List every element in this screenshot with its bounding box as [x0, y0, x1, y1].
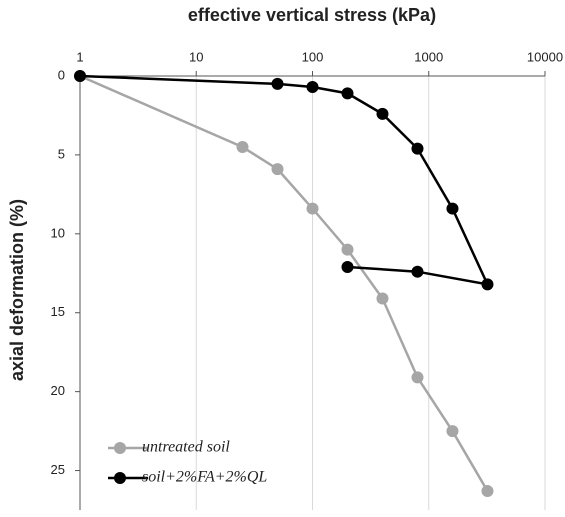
x-tick-label: 10 — [189, 49, 203, 64]
data-point — [376, 292, 389, 305]
legend-marker — [114, 442, 126, 454]
legend-marker — [114, 472, 126, 484]
data-point — [236, 141, 249, 154]
data-point — [271, 163, 284, 176]
data-point — [271, 77, 284, 90]
data-point — [306, 81, 319, 94]
data-point — [446, 202, 459, 215]
data-point — [341, 260, 354, 273]
series-line — [79, 74, 490, 286]
data-point — [341, 243, 354, 256]
series-line — [79, 74, 489, 492]
legend-label: soil+2%FA+2%QL — [142, 469, 267, 486]
y-tick-label: 0 — [58, 67, 65, 82]
y-axis-label: axial deformation (%) — [7, 199, 27, 381]
y-tick-label: 10 — [51, 225, 65, 240]
y-tick-label: 15 — [51, 304, 65, 319]
x-tick-label: 10000 — [527, 49, 563, 64]
data-point — [481, 485, 494, 498]
data-point — [446, 425, 459, 438]
data-point — [411, 265, 424, 278]
y-tick-label: 5 — [58, 146, 65, 161]
chart-title: effective vertical stress (kPa) — [188, 5, 436, 25]
y-tick-label: 25 — [51, 462, 65, 477]
x-tick-label: 100 — [302, 49, 324, 64]
y-tick-label: 20 — [51, 383, 65, 398]
x-tick-label: 1000 — [414, 49, 443, 64]
data-point — [481, 278, 494, 291]
data-point — [411, 371, 424, 384]
data-point — [411, 142, 424, 155]
x-tick-label: 1 — [76, 49, 83, 64]
data-point — [376, 107, 389, 120]
data-point — [74, 70, 86, 82]
legend-label: untreated soil — [142, 439, 230, 456]
data-point — [306, 202, 319, 215]
data-point — [341, 87, 354, 100]
